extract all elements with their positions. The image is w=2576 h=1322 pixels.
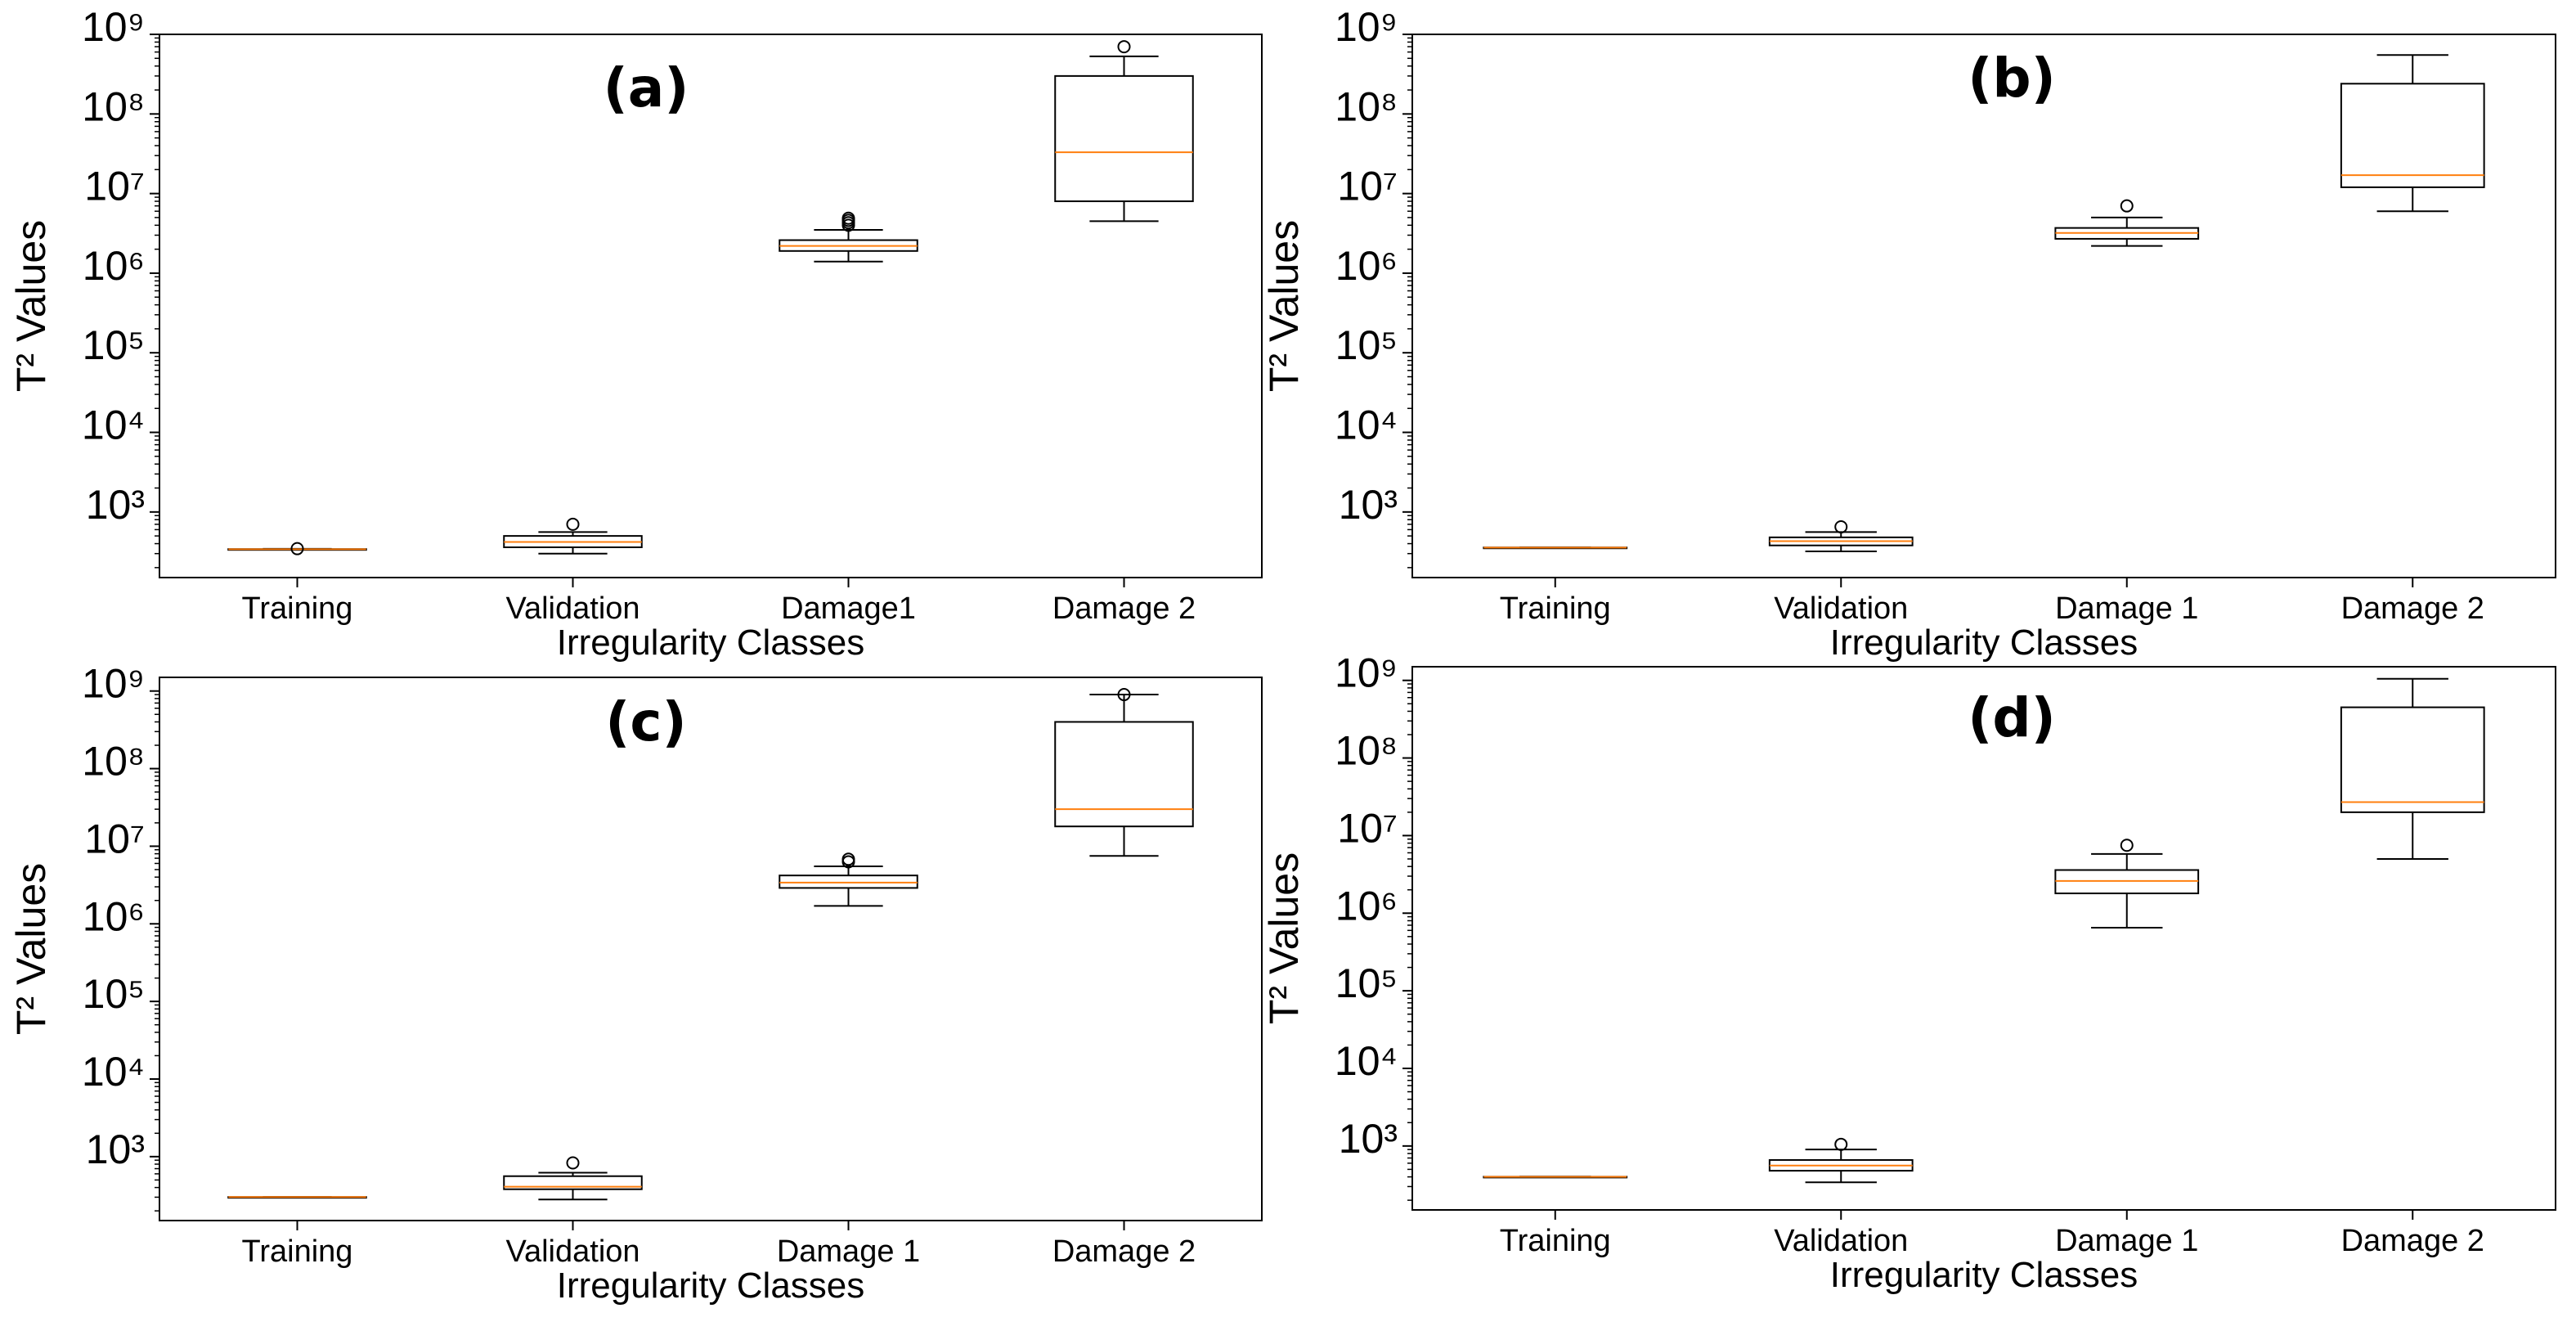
y-axis-label: T² Values: [1261, 852, 1307, 1024]
outlier-point: [1117, 688, 1131, 702]
outlier-point: [566, 517, 580, 531]
y-tick-label: 10⁶: [1335, 883, 1398, 929]
chart-panel-3: 10³ 10⁴ 10⁵ 10⁶ 10⁷ 10⁸ 10⁹ Training Validation D…: [8, 661, 1263, 1306]
y-tick-label: 10⁸: [1335, 83, 1398, 129]
iqr-box: [779, 875, 918, 889]
y-tick-label: 10⁴: [1335, 1038, 1398, 1084]
box-2: [1768, 1137, 1914, 1184]
x-tick-label: Training: [242, 591, 353, 626]
axes-frame: [159, 677, 1263, 1221]
y-tick-label: 10⁹: [1335, 650, 1398, 696]
box-1: [1483, 546, 1628, 550]
y-tick-label: 10⁴: [1335, 402, 1398, 448]
x-tick-label: Validation: [505, 591, 640, 626]
y-tick-label: 10⁶: [1335, 243, 1398, 289]
outlier-point: [1834, 1137, 1848, 1151]
outlier-point: [841, 852, 855, 866]
x-tick-label: Training: [242, 1234, 353, 1269]
y-tick-label: 10⁷: [84, 164, 145, 209]
box-4: [1054, 688, 1194, 857]
y-tick-label: 10⁶: [83, 893, 145, 939]
panel-label: (a): [604, 56, 689, 119]
y-tick-label: 10⁶: [83, 243, 145, 289]
panel-label: (c): [605, 690, 686, 753]
x-axis-label: Irregularity Classes: [557, 623, 865, 663]
x-tick-label: Damage 1: [2055, 591, 2198, 626]
axes-frame: [1411, 34, 2556, 578]
box-3: [779, 211, 918, 263]
x-tick-label: Damage 2: [2341, 591, 2484, 626]
y-tick-label: 10³: [86, 482, 145, 528]
y-axis-label: T² Values: [1261, 220, 1307, 392]
y-tick-label: 10⁹: [82, 661, 145, 707]
x-tick-label: Damage 1: [2055, 1224, 2198, 1258]
iqr-box: [2340, 83, 2485, 188]
y-tick-label: 10³: [1339, 482, 1398, 528]
box-2: [503, 517, 643, 555]
box-1: [227, 542, 367, 555]
y-tick-label: 10⁹: [1335, 4, 1398, 50]
y-tick-label: 10⁵: [1335, 960, 1398, 1006]
panel-label: (d): [1968, 686, 2056, 749]
y-tick-label: 10⁵: [83, 322, 145, 368]
x-tick-label: Damage 2: [1052, 1234, 1196, 1269]
x-tick-label: Training: [1500, 1224, 1611, 1258]
x-tick-label: Damage 2: [1052, 591, 1196, 626]
box-4: [1054, 40, 1194, 223]
outlier-point: [1117, 40, 1131, 54]
chart-panel-4: 10³ 10⁴ 10⁵ 10⁶ 10⁷ 10⁸ 10⁹ Training Validation D…: [1261, 650, 2556, 1295]
box-3: [2054, 839, 2200, 929]
y-tick-label: 10⁵: [83, 971, 145, 1017]
x-axis-label: Irregularity Classes: [1830, 623, 2138, 663]
box-3: [779, 852, 918, 907]
chart-panel-1: 10³ 10⁴ 10⁵ 10⁶ 10⁷ 10⁸ 10⁹ Training Validation D…: [8, 4, 1263, 663]
y-tick-label: 10⁸: [82, 739, 145, 785]
y-tick-label: 10⁷: [1337, 164, 1398, 209]
iqr-box: [1054, 74, 1194, 203]
y-tick-label: 10⁷: [84, 816, 145, 861]
iqr-box: [2340, 706, 2485, 813]
y-tick-label: 10⁸: [1335, 728, 1398, 774]
box-1: [227, 1196, 367, 1199]
box-1: [1483, 1176, 1628, 1179]
y-tick-label: 10⁸: [82, 83, 145, 129]
axes-frame: [159, 34, 1263, 578]
y-tick-label: 10⁹: [82, 4, 145, 50]
y-axis-label: T² Values: [8, 863, 54, 1035]
outlier-point: [2120, 839, 2134, 852]
y-tick-label: 10⁴: [82, 1049, 145, 1095]
y-tick-label: 10³: [86, 1126, 145, 1172]
x-tick-label: Validation: [1774, 591, 1908, 626]
panel-label: (b): [1968, 47, 2056, 110]
outlier-point: [1834, 520, 1848, 534]
x-tick-label: Damage 1: [777, 1234, 920, 1269]
outlier-point: [2120, 199, 2134, 213]
box-2: [503, 1156, 643, 1201]
iqr-box: [1054, 721, 1194, 828]
y-tick-label: 10⁴: [82, 402, 145, 448]
chart-panel-2: 10³ 10⁴ 10⁵ 10⁶ 10⁷ 10⁸ 10⁹ Training Validation D…: [1261, 4, 2556, 663]
outlier-point: [566, 1156, 580, 1170]
x-tick-label: Damage 2: [2341, 1224, 2484, 1258]
outlier-point: [841, 211, 855, 225]
iqr-box: [503, 1175, 643, 1190]
box-4: [2340, 54, 2485, 213]
x-tick-label: Validation: [505, 1234, 640, 1269]
y-axis-label: T² Values: [8, 220, 54, 392]
x-tick-label: Validation: [1774, 1224, 1908, 1258]
box-3: [2054, 199, 2200, 247]
y-tick-label: 10³: [1339, 1116, 1398, 1162]
x-axis-label: Irregularity Classes: [1830, 1255, 2138, 1295]
y-tick-label: 10⁵: [1335, 322, 1398, 368]
x-axis-label: Irregularity Classes: [557, 1266, 865, 1306]
box-2: [1768, 520, 1914, 552]
y-tick-label: 10⁷: [1337, 805, 1398, 851]
box-4: [2340, 677, 2485, 860]
outlier-point: [290, 542, 304, 555]
axes-frame: [1411, 666, 2556, 1211]
x-tick-label: Training: [1500, 591, 1611, 626]
x-tick-label: Damage1: [781, 591, 916, 626]
